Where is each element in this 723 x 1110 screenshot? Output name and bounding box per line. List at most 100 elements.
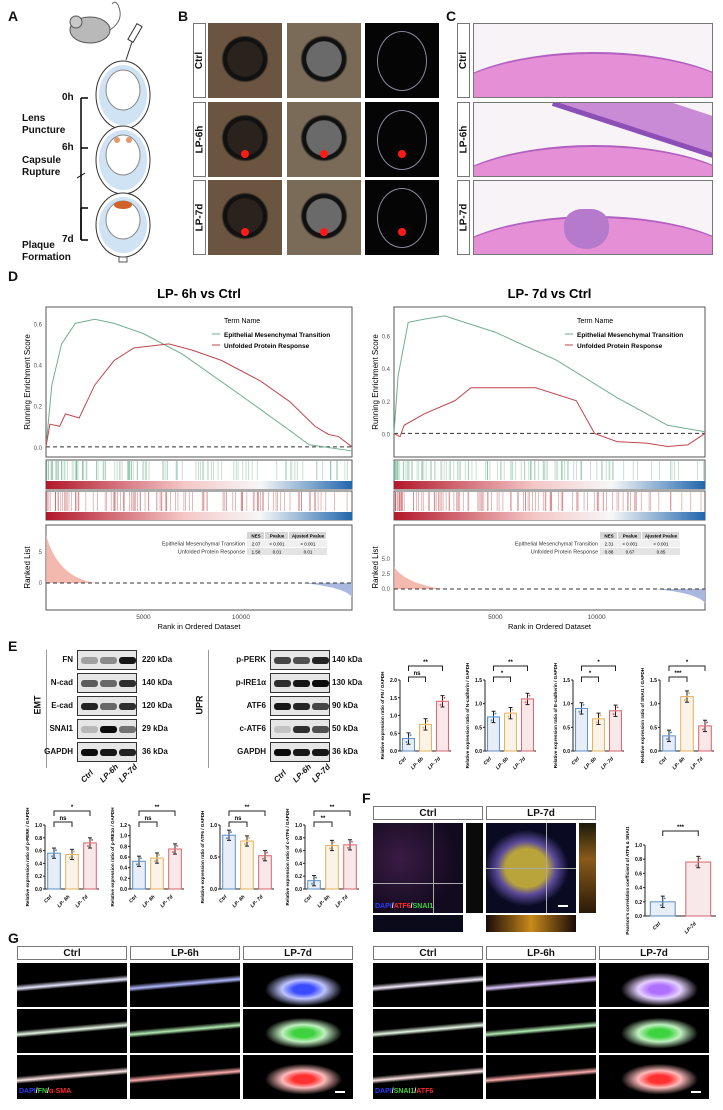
y-tick-label: 0.8 bbox=[295, 836, 302, 842]
protein-band bbox=[81, 749, 98, 756]
table-cell: 0.01 bbox=[273, 550, 282, 555]
data-point bbox=[509, 712, 512, 715]
y-tick-label: 0.6 bbox=[35, 849, 42, 855]
panel-label-a: A bbox=[8, 8, 19, 24]
data-point bbox=[702, 728, 704, 731]
channel-name: / bbox=[391, 1088, 394, 1095]
row-label-box: Ctrl bbox=[457, 23, 470, 98]
data-point bbox=[349, 843, 351, 846]
category-label: Ctrl bbox=[303, 894, 314, 905]
significance-bracket bbox=[53, 821, 73, 827]
eye-photo bbox=[287, 102, 361, 177]
blot-band-image bbox=[270, 719, 330, 739]
data-point bbox=[670, 731, 672, 734]
category-label: Ctrl bbox=[398, 756, 409, 767]
protein-band bbox=[100, 749, 117, 756]
plaque-marker-icon bbox=[398, 150, 406, 158]
ranked-tick-label: 5 bbox=[39, 550, 43, 556]
significance-label: ns bbox=[413, 671, 421, 677]
significance-label: ** bbox=[245, 805, 250, 811]
y-axis-label: Relative expression ratio of c-ATF6 / GA… bbox=[285, 808, 290, 906]
data-point bbox=[315, 876, 317, 879]
fluorescence-image: DAPI/SNAI1/ATF6 bbox=[373, 1055, 483, 1099]
protein-band bbox=[312, 657, 329, 664]
y-tick-label: 1.0 bbox=[635, 843, 642, 849]
significance-label: *** bbox=[677, 825, 685, 831]
table-header: NES bbox=[604, 534, 613, 539]
y-tick-label: 0.5 bbox=[475, 725, 482, 731]
blot-band-image bbox=[270, 696, 330, 716]
category-label: LP- 6h bbox=[410, 756, 425, 771]
ranked-tick-label: 5.0 bbox=[382, 557, 391, 563]
category-label: LP- 6h bbox=[316, 894, 331, 909]
legend-entry: Unfolded Protein Response bbox=[577, 343, 663, 350]
bar-chart: 0.0 0.2 0.4 0.6 0.8 1.0 1.2 Relative expression… bbox=[110, 805, 184, 910]
channel-name: ATF6 bbox=[416, 1088, 434, 1095]
lens-darkfield-photo bbox=[365, 180, 439, 255]
fluorescence-image bbox=[373, 963, 483, 1007]
protein-band bbox=[293, 749, 310, 756]
row-label-box: Ctrl bbox=[193, 23, 206, 98]
significance-bracket bbox=[313, 810, 351, 816]
timepoint-label: 0h bbox=[62, 92, 74, 103]
gsea-title: LP- 7d vs Ctrl bbox=[508, 286, 592, 301]
bar bbox=[240, 840, 254, 890]
scale-bar bbox=[691, 1091, 701, 1093]
channel-name: SNAI1 bbox=[412, 903, 434, 910]
fluorescence-image bbox=[130, 1055, 240, 1099]
data-point bbox=[262, 857, 264, 860]
data-point bbox=[136, 863, 138, 866]
blot-band-image bbox=[270, 673, 330, 693]
bar-chart: 0.0 0.5 1.0 Relative expression ratio of AT… bbox=[200, 805, 274, 909]
fluorescence-image bbox=[373, 1009, 483, 1053]
row-label-box: LP-6h bbox=[457, 102, 470, 177]
category-label: Ctrl bbox=[43, 894, 54, 905]
protein-band bbox=[119, 680, 136, 687]
blot-band-image bbox=[270, 742, 330, 762]
lane-label: LP-7d bbox=[310, 762, 333, 785]
table-row bbox=[600, 548, 680, 555]
bar-chart: 0.0 0.5 1.0 1.5 2.0 Relative expression ratio… bbox=[380, 660, 451, 771]
protein-band bbox=[293, 703, 310, 710]
bar-chart: 0.0 0.2 0.4 0.6 0.8 1.0 Relative expression ra… bbox=[285, 805, 359, 909]
eye-photo bbox=[208, 180, 282, 255]
column-header: LP-7d bbox=[599, 946, 709, 960]
data-point bbox=[526, 697, 529, 700]
lane-label: LP-6h bbox=[98, 762, 121, 785]
confocal-image bbox=[373, 823, 463, 913]
column-header: LP-6h bbox=[486, 946, 596, 960]
table-header: Pvalue bbox=[623, 534, 638, 539]
category-label: LP- 6h bbox=[583, 756, 598, 771]
table-header-cell bbox=[247, 532, 264, 539]
table-header: Pvalue bbox=[270, 534, 285, 539]
data-point bbox=[704, 724, 706, 727]
upr-enrichment-line bbox=[393, 387, 706, 447]
row-label: LP-7d bbox=[194, 203, 205, 232]
channel-name: / bbox=[35, 1088, 38, 1095]
rank-heatmap-strip bbox=[46, 512, 352, 520]
band-name: ATF6 bbox=[246, 701, 266, 710]
lane-label: Ctrl bbox=[79, 768, 96, 785]
y-tick-label: 0.5 bbox=[563, 725, 570, 731]
molecular-weight: 140 kDa bbox=[142, 678, 173, 687]
significance-bracket bbox=[138, 821, 158, 827]
data-point bbox=[580, 707, 583, 710]
data-point bbox=[612, 713, 615, 716]
lens-darkfield-photo bbox=[365, 102, 439, 177]
category-label: LP- 7d bbox=[689, 756, 705, 772]
protein-band bbox=[119, 749, 136, 756]
y-tick-label: 1.0 bbox=[475, 702, 482, 708]
protein-band bbox=[119, 703, 136, 710]
fluorescence-image bbox=[243, 1055, 353, 1099]
y-tick-label: 0.5 bbox=[650, 725, 657, 731]
y-axis-label: Running Enrichment Score bbox=[23, 334, 32, 430]
category-label: LP- 7d bbox=[159, 894, 175, 910]
data-point bbox=[697, 861, 700, 864]
fluorescence-image bbox=[17, 963, 127, 1007]
y-tick-label: 1.2 bbox=[120, 823, 127, 829]
y-tick-label: 0.5 bbox=[210, 855, 217, 861]
data-point bbox=[595, 721, 598, 724]
data-point bbox=[494, 712, 497, 715]
molecular-weight: 36 kDa bbox=[142, 747, 168, 756]
